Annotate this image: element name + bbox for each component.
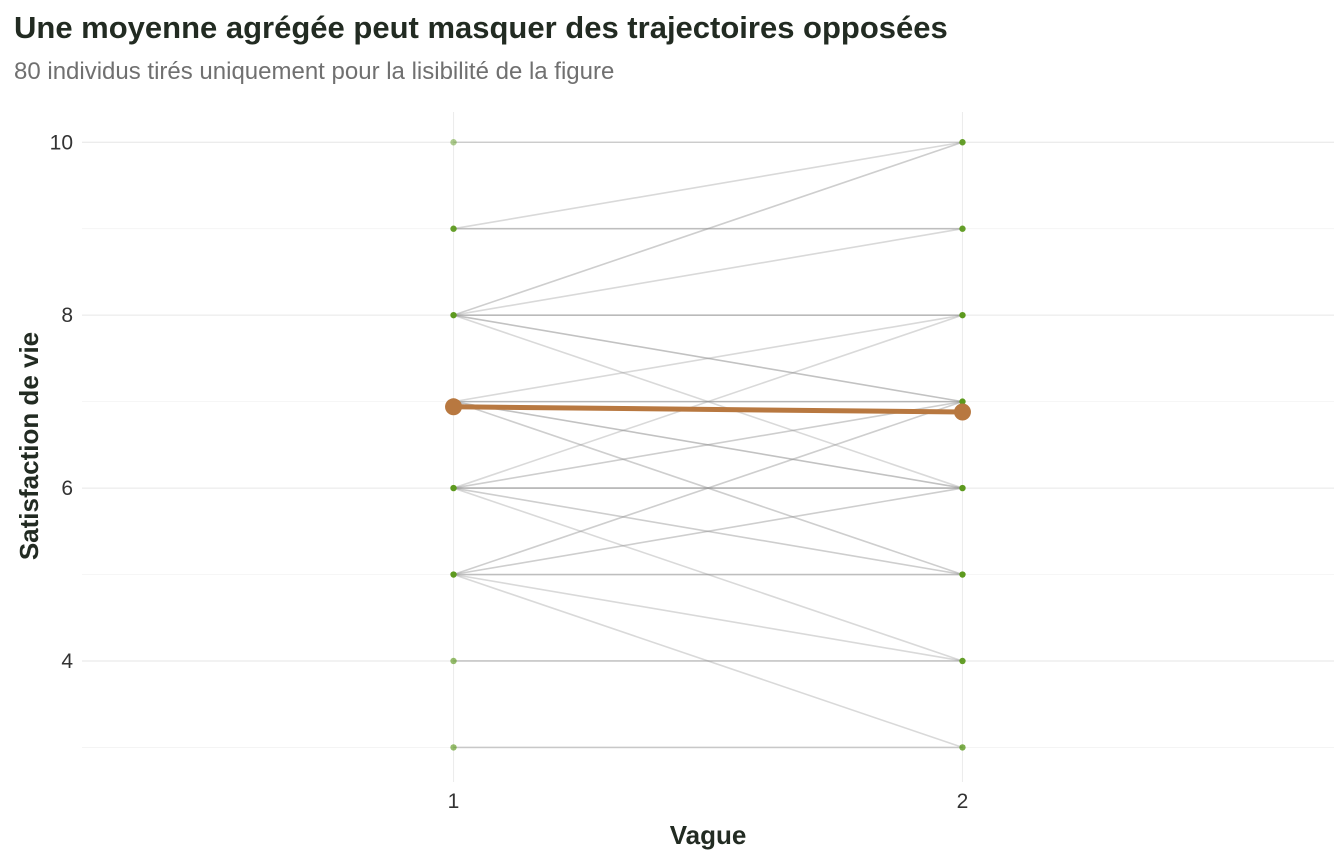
trajectory-line: [453, 141, 963, 230]
trajectory-line: [453, 314, 963, 403]
individual-point: [959, 139, 966, 146]
individual-point: [450, 311, 457, 319]
trajectory-line: [453, 573, 963, 662]
individual-point: [959, 311, 966, 319]
trajectory-line: [453, 314, 963, 489]
trajectory-line: [453, 314, 963, 403]
x-tick-label: 2: [957, 790, 969, 813]
trajectory-line: [453, 400, 963, 576]
individual-point: [450, 657, 457, 665]
grid-lines: [82, 112, 1334, 782]
individual-point: [450, 484, 457, 492]
individual-point: [959, 225, 966, 232]
trajectory-line: [453, 227, 963, 316]
individual-trajectories: [453, 141, 963, 749]
x-axis-label: Vague: [670, 820, 747, 850]
trajectory-line: [453, 487, 963, 576]
mean-line: [451, 404, 965, 415]
individual-point: [959, 484, 966, 492]
y-tick-label: 10: [50, 131, 73, 154]
y-axis-ticks: 4 6 8 10: [50, 131, 74, 673]
chart-subtitle: 80 individus tirés uniquement pour la li…: [14, 58, 615, 85]
individual-point: [450, 571, 457, 578]
individual-point: [450, 225, 457, 232]
individual-point: [450, 139, 457, 146]
trajectory-line: [453, 573, 963, 749]
mean-point: [445, 398, 463, 416]
y-tick-label: 8: [61, 304, 73, 327]
chart-title: Une moyenne agrégée peut masquer des tra…: [14, 10, 948, 45]
mean-point: [953, 403, 971, 421]
y-tick-label: 4: [61, 650, 73, 673]
individual-point: [959, 571, 966, 578]
individual-point: [959, 657, 966, 665]
trajectory-line: [453, 141, 963, 316]
individual-point: [450, 744, 457, 751]
trajectory-line: [453, 400, 963, 489]
x-tick-label: 1: [448, 790, 460, 813]
trajectory-line: [453, 487, 963, 576]
y-axis-label: Satisfaction de vie: [14, 332, 44, 560]
individual-point: [959, 398, 966, 405]
y-tick-label: 6: [61, 477, 73, 500]
individual-point: [959, 744, 966, 751]
trajectory-line: [453, 400, 963, 489]
mean-trajectory: [445, 398, 971, 421]
